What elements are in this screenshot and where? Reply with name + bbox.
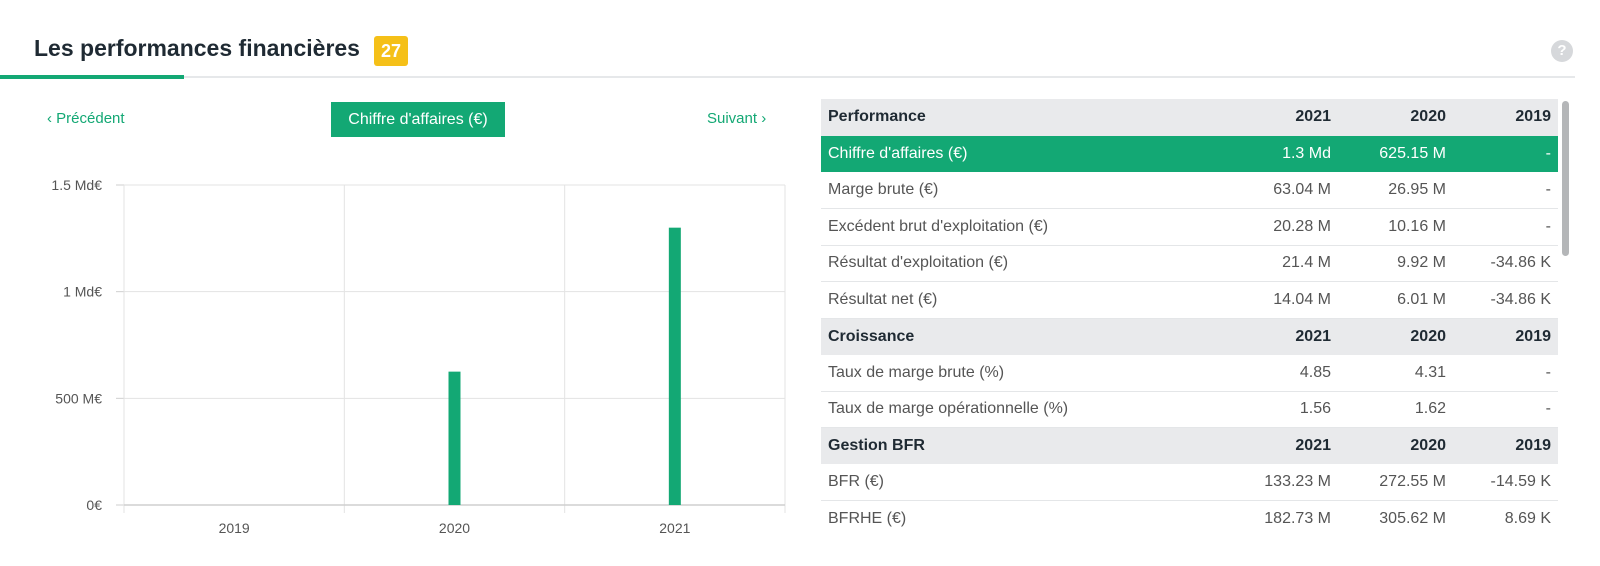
previous-label: Précédent	[56, 110, 125, 127]
row-value: 272.55 M	[1338, 464, 1453, 501]
row-value: 625.15 M	[1338, 135, 1453, 172]
row-value: 10.16 M	[1338, 208, 1453, 246]
year-header: 2021	[1218, 318, 1338, 355]
row-value: 8.69 K	[1453, 500, 1558, 537]
row-value: 21.4 M	[1218, 245, 1338, 282]
row-value: 4.85	[1218, 354, 1338, 392]
row-label: BFR (€)	[821, 464, 1218, 501]
row-label: Taux de marge opérationnelle (%)	[821, 391, 1218, 428]
row-value: 9.92 M	[1338, 245, 1453, 282]
row-label: Marge brute (€)	[821, 172, 1218, 209]
row-label: Résultat d'exploitation (€)	[821, 245, 1218, 282]
row-value: -	[1453, 208, 1558, 246]
table-row[interactable]: Chiffre d'affaires (€) 1.3 Md 625.15 M-	[821, 135, 1558, 172]
row-value: 1.3 Md	[1218, 135, 1338, 172]
revenue-bar-chart: 0€ 500 M€ 1 Md€ 1.5 Md€ 2019 2020 2021	[51, 177, 786, 536]
bar-2021	[668, 227, 681, 505]
row-value: 1.62	[1338, 391, 1453, 428]
x-tick-label: 2019	[219, 520, 250, 536]
section-header-row: Gestion BFR 2021 2020 2019	[821, 427, 1558, 464]
table-row[interactable]: Taux de marge opérationnelle (%) 1.56 1.62…	[821, 391, 1558, 428]
table-row[interactable]: Taux de marge brute (%) 4.85 4.31-	[821, 354, 1558, 392]
next-label: Suivant	[707, 110, 758, 127]
row-value: 14.04 M	[1218, 281, 1338, 319]
year-header: 2020	[1338, 318, 1453, 355]
row-value: 20.28 M	[1218, 208, 1338, 246]
row-value: 6.01 M	[1338, 281, 1453, 319]
row-value: 305.62 M	[1338, 500, 1453, 537]
section-title: Gestion BFR	[821, 427, 1218, 464]
active-tab-indicator	[0, 75, 184, 79]
x-tick-label: 2020	[439, 520, 470, 536]
financial-table-container[interactable]: Performance 2021 2020 2019 Chiffre d'affaire…	[821, 99, 1558, 537]
chevron-left-icon: ‹	[47, 110, 57, 127]
year-header: 2020	[1338, 99, 1453, 136]
year-header: 2019	[1453, 427, 1558, 464]
table-row[interactable]: Résultat net (€) 14.04 M 6.01 M -34.86 K	[821, 281, 1558, 319]
row-label: Résultat net (€)	[821, 281, 1218, 319]
section-header: Les performances financières 27 ?	[0, 0, 1600, 80]
row-value: 1.56	[1218, 391, 1338, 428]
table-row[interactable]: BFR (€) 133.23 M 272.55 M -14.59 K	[821, 464, 1558, 501]
row-label: Taux de marge brute (%)	[821, 354, 1218, 392]
year-header: 2021	[1218, 99, 1338, 136]
bar-2020	[448, 371, 461, 505]
y-tick-label: 1.5 Md€	[51, 177, 102, 193]
section-header-row: Performance 2021 2020 2019	[821, 99, 1558, 136]
y-tick-label: 1 Md€	[63, 284, 102, 300]
row-value: 4.31	[1338, 354, 1453, 392]
y-tick-label: 0€	[86, 497, 102, 513]
chevron-right-icon: ›	[757, 110, 767, 127]
row-label: Chiffre d'affaires (€)	[821, 135, 1218, 172]
row-value: -	[1453, 391, 1558, 428]
row-value: -34.86 K	[1453, 281, 1558, 319]
y-tick-label: 500 M€	[55, 390, 102, 406]
row-value: -	[1453, 354, 1558, 392]
row-value: 182.73 M	[1218, 500, 1338, 537]
section-title: Croissance	[821, 318, 1218, 355]
question-icon[interactable]: ?	[1551, 40, 1573, 62]
next-button[interactable]: Suivant ›	[707, 110, 766, 127]
row-value: -34.86 K	[1453, 245, 1558, 282]
scrollbar-thumb[interactable]	[1562, 101, 1569, 256]
section-header-row: Croissance 2021 2020 2019	[821, 318, 1558, 355]
metric-selector-button[interactable]: Chiffre d'affaires (€)	[331, 102, 505, 137]
row-label: Excédent brut d'exploitation (€)	[821, 208, 1218, 246]
x-tick-label: 2021	[659, 520, 690, 536]
row-value: -14.59 K	[1453, 464, 1558, 501]
year-header: 2019	[1453, 99, 1558, 136]
row-value: 63.04 M	[1218, 172, 1338, 209]
year-header: 2019	[1453, 318, 1558, 355]
previous-button[interactable]: ‹ Précédent	[47, 110, 125, 127]
table-row[interactable]: Marge brute (€) 63.04 M 26.95 M-	[821, 172, 1558, 209]
table-row[interactable]: Résultat d'exploitation (€) 21.4 M 9.92 M-…	[821, 245, 1558, 282]
row-value: 133.23 M	[1218, 464, 1338, 501]
row-label: BFRHE (€)	[821, 500, 1218, 537]
row-value: -	[1453, 172, 1558, 209]
year-header: 2021	[1218, 427, 1338, 464]
section-title: Performance	[821, 99, 1218, 136]
row-value: 26.95 M	[1338, 172, 1453, 209]
section-title: Les performances financières	[34, 35, 360, 61]
table-row[interactable]: BFRHE (€) 182.73 M 305.62 M 8.69 K	[821, 500, 1558, 537]
header-divider	[0, 76, 1575, 78]
financial-table: Performance 2021 2020 2019 Chiffre d'affaire…	[821, 99, 1558, 537]
row-value: -	[1453, 135, 1558, 172]
count-badge: 27	[374, 36, 408, 66]
year-header: 2020	[1338, 427, 1453, 464]
